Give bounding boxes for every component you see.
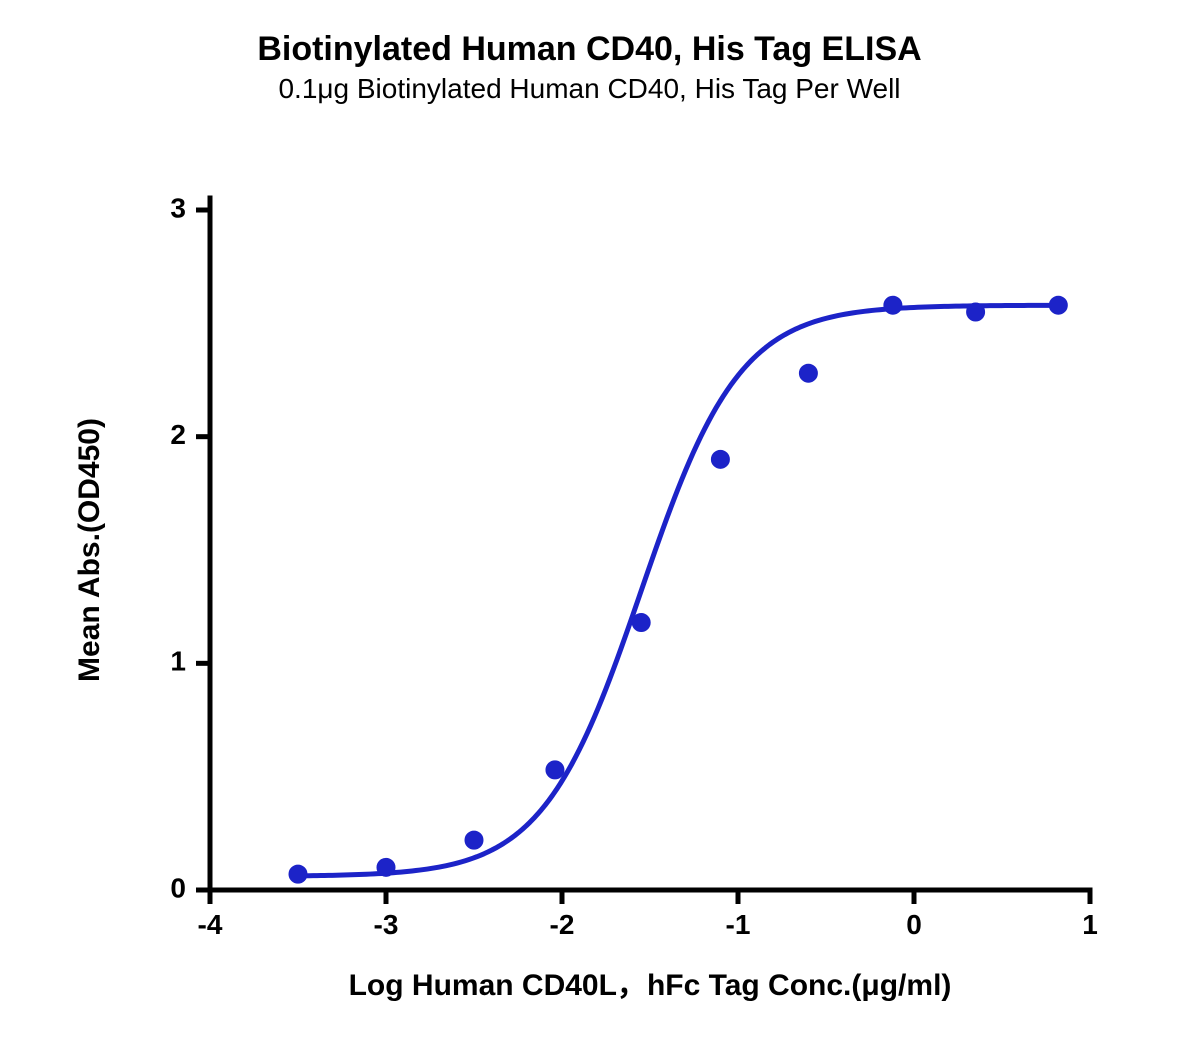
svg-text:-2: -2	[550, 909, 575, 940]
svg-text:3: 3	[170, 192, 186, 223]
svg-text:-1: -1	[726, 909, 751, 940]
svg-text:-3: -3	[374, 909, 399, 940]
svg-text:0: 0	[170, 872, 186, 903]
chart-svg: 0 1 2 3 -4 -3 -2 -1 0 1	[130, 190, 1110, 980]
svg-text:0: 0	[906, 909, 922, 940]
plot-area: 0 1 2 3 -4 -3 -2 -1 0 1	[130, 190, 1110, 980]
titles-block: Biotinylated Human CD40, His Tag ELISA 0…	[0, 30, 1179, 105]
chart-title: Biotinylated Human CD40, His Tag ELISA	[0, 30, 1179, 69]
chart-subtitle: 0.1μg Biotinylated Human CD40, His Tag P…	[0, 73, 1179, 105]
page: Biotinylated Human CD40, His Tag ELISA 0…	[0, 0, 1179, 1049]
y-axis-label: Mean Abs.(OD450)	[73, 418, 107, 682]
svg-text:-4: -4	[198, 909, 223, 940]
svg-text:1: 1	[170, 646, 186, 677]
svg-text:1: 1	[1082, 909, 1098, 940]
svg-text:2: 2	[170, 419, 186, 450]
